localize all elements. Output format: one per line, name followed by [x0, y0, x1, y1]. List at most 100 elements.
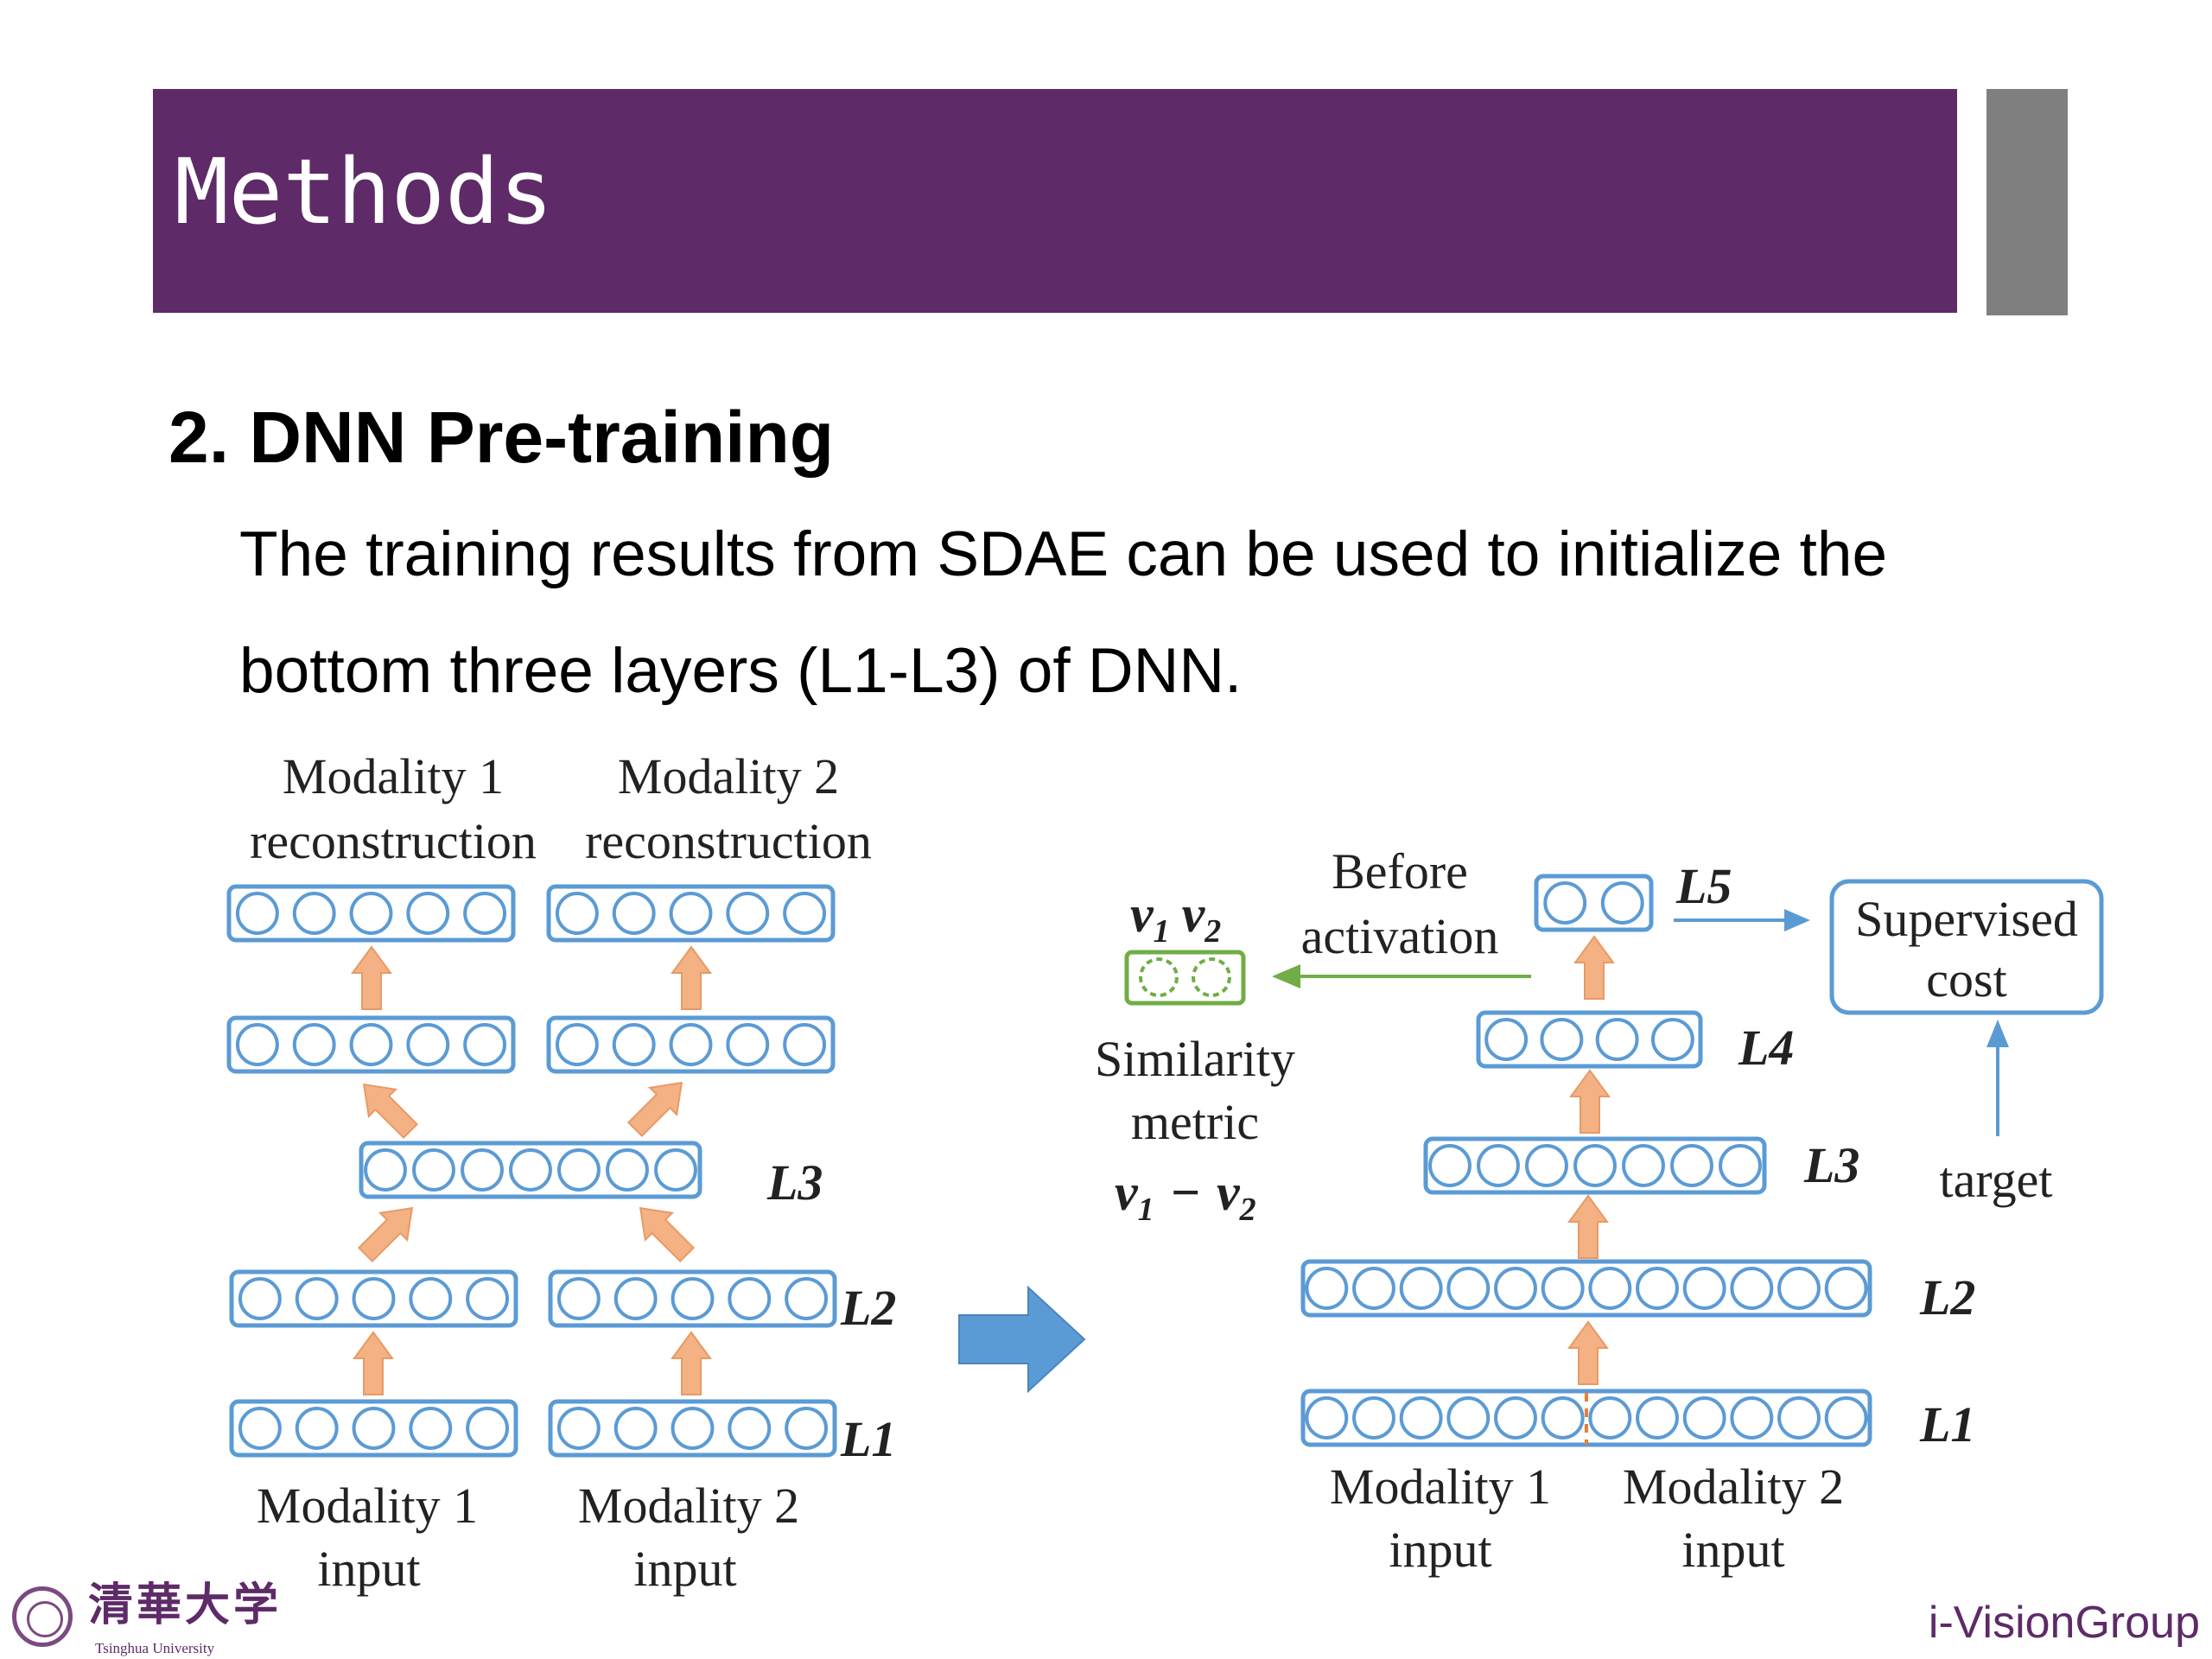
neuron-node [1588, 1396, 1632, 1440]
left-layer-label-l3: L3 [766, 1154, 823, 1211]
arrow-up [1567, 1320, 1609, 1385]
neuron-node [1824, 1396, 1868, 1440]
layer-box [1300, 1259, 1872, 1318]
target-to-cost-arrow-head [1986, 1020, 2009, 1047]
left-recon-layer-2 [546, 884, 836, 943]
left-layer-l3 [359, 1141, 702, 1199]
neuron-node [1622, 1144, 1665, 1187]
before-activation-line2: activation [1301, 908, 1499, 964]
neuron-node [1650, 1018, 1694, 1061]
arrow-up [1573, 935, 1615, 1000]
arrow-up [671, 945, 712, 1010]
neuron-node [1305, 1267, 1349, 1310]
neuron-node [235, 892, 279, 935]
neuron-node [292, 1023, 336, 1066]
right-layer-l4 [1476, 1010, 1703, 1069]
neuron-node [412, 1148, 455, 1192]
neuron-node [295, 1407, 339, 1450]
neuron-node [238, 1407, 282, 1450]
green-arrow-head [1272, 964, 1300, 988]
supervised-cost-line1: Supervised [1855, 891, 2078, 947]
neuron-node [1636, 1267, 1679, 1310]
title-accent-block [1986, 89, 2068, 315]
right-layer-label-l1: L1 [1919, 1396, 1975, 1452]
similarity-output-box [1124, 950, 1246, 1006]
neuron-node [409, 1277, 453, 1320]
logo-subtitle: Tsinghua University [95, 1640, 215, 1656]
left-layer-l1-modality-1 [229, 1399, 518, 1458]
neuron-node [1352, 1396, 1395, 1440]
neuron-node [1730, 1396, 1774, 1440]
neuron-node [783, 1023, 827, 1066]
neuron-node [654, 1148, 697, 1192]
neuron-node [557, 1148, 601, 1192]
left-input-label-1-line2: input [317, 1541, 420, 1597]
neuron-node [726, 892, 770, 935]
v1-minus-v2-label: v1− v2 [1115, 1164, 1256, 1228]
right-layer-l5 [1534, 874, 1654, 932]
slide-title: Methods [175, 139, 554, 245]
neuron-node [1484, 1018, 1529, 1061]
big-transition-arrow [958, 1285, 1086, 1394]
neuron-node [1682, 1267, 1726, 1310]
neuron-node [1446, 1396, 1491, 1440]
right-layer-l1 [1300, 1389, 1872, 1447]
left-recon-label-2-line1: Modality 2 [618, 748, 839, 804]
neuron-node [555, 892, 599, 935]
neuron-node [409, 1407, 453, 1450]
neuron-node [1719, 1144, 1762, 1187]
arrow-up [351, 945, 392, 1010]
body-line-1: The training results from SDAE can be us… [239, 519, 1888, 589]
arrow-up [1567, 1194, 1609, 1259]
title-bar [153, 89, 1957, 313]
neuron-node [1541, 1267, 1585, 1310]
left-hidden-layer-2 [546, 1015, 836, 1074]
neuron-node [509, 1148, 552, 1192]
neuron-node [349, 892, 393, 935]
target-label: target [1940, 1152, 2053, 1208]
right-layer-label-l2: L2 [1919, 1269, 1975, 1325]
right-layer-l3 [1423, 1136, 1767, 1195]
neuron-node [1399, 1267, 1443, 1310]
neuron-node [606, 1148, 649, 1192]
neuron-node [466, 1407, 510, 1450]
layer-box [1534, 874, 1654, 932]
neuron-node [1352, 1267, 1395, 1310]
neuron-node [1494, 1267, 1537, 1310]
neuron-node [555, 1023, 599, 1066]
left-hidden-layer-1 [226, 1015, 516, 1074]
neuron-node [235, 1023, 279, 1066]
neuron-node [1824, 1267, 1868, 1310]
neuron-node [292, 892, 336, 935]
neuron-node [785, 1277, 829, 1320]
left-input-label-2-line1: Modality 2 [578, 1478, 799, 1534]
body-line-2: bottom three layers (L1-L3) of DNN. [239, 636, 1243, 706]
neuron-node [1399, 1396, 1443, 1440]
neuron-node [613, 1407, 658, 1450]
right-layer-label-l5: L5 [1675, 858, 1732, 914]
right-layer-l2 [1300, 1259, 1872, 1318]
l5-to-cost-arrow-head [1784, 909, 1810, 931]
left-layer-label-l2: L2 [840, 1280, 896, 1336]
neuron-node [1670, 1144, 1713, 1187]
arrow-diag [639, 1206, 696, 1263]
v1-v2-label: v1 v2 [1130, 886, 1221, 950]
neuron-node [728, 1407, 772, 1450]
neuron-node [1777, 1267, 1821, 1310]
layer-box [1476, 1010, 1703, 1069]
neuron-node [728, 1277, 772, 1320]
left-recon-label-1-line1: Modality 1 [283, 748, 504, 804]
neuron-node [1730, 1267, 1774, 1310]
neuron-node [295, 1277, 339, 1320]
neuron-node [461, 1148, 504, 1192]
left-layer-label-l1: L1 [840, 1411, 896, 1467]
neuron-node [1541, 1396, 1585, 1440]
before-activation-line1: Before [1332, 843, 1468, 899]
neuron-node [613, 1277, 658, 1320]
neuron-node [406, 892, 450, 935]
neuron-node [1525, 1144, 1568, 1187]
neuron-node [669, 892, 713, 935]
svg-text:v1−v2: v1− v2 [1115, 1164, 1256, 1228]
neuron-node [1595, 1018, 1639, 1061]
